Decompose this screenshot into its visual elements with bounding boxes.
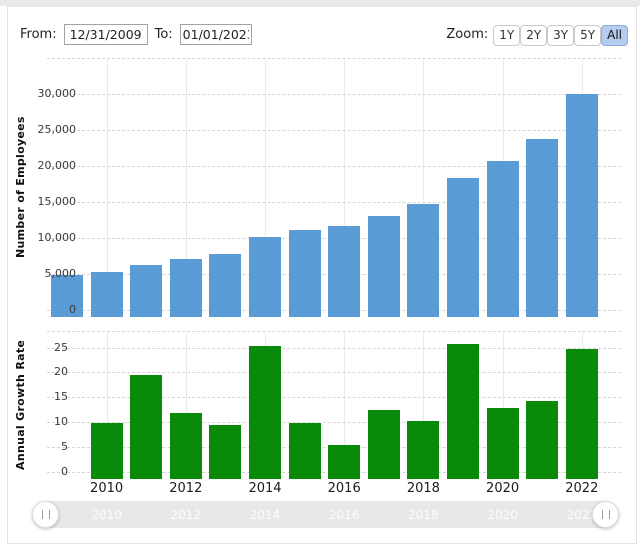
employees-axis-title: Number of Employees [14, 116, 27, 259]
zoom-button-1y[interactable]: 1Y [493, 24, 521, 46]
grip-icon [41, 510, 50, 519]
employees-bar-2017[interactable] [367, 216, 400, 317]
employees-ytick-0: 0 [69, 303, 76, 316]
employees-ytick-10000: 10,000 [37, 231, 77, 244]
navigator-right-handle[interactable] [592, 501, 619, 528]
gridline-vertical-2016 [344, 331, 346, 479]
employees-ytick-30000: 30,000 [37, 87, 77, 100]
navigator-left-handle[interactable] [32, 501, 59, 528]
annual-growth-rate-ytick-5: 5 [61, 439, 68, 453]
employees-bar-2022[interactable] [565, 94, 598, 317]
zoom-button-2y[interactable]: 2Y [520, 24, 548, 46]
employees-gridline-30000 [47, 94, 621, 95]
employees-bar-2021[interactable] [526, 139, 559, 317]
x-axis-label-2010: 2010 [90, 481, 124, 496]
x-axis-label-2016: 2016 [327, 481, 361, 496]
from-date-input[interactable] [63, 24, 148, 45]
zoom-button-group: 1Y 2Y 3Y 5Y All [493, 24, 628, 46]
annual-growth-rate-bar-2010[interactable] [90, 423, 123, 479]
navigator-track[interactable] [46, 501, 606, 528]
employees-ytick-20000: 20,000 [37, 159, 77, 172]
employees-bar-2010[interactable] [90, 272, 123, 317]
annual-growth-rate-gridline-20 [47, 372, 621, 374]
employees-plot-top-gridline [47, 58, 621, 59]
growth-axis-title: Annual Growth Rate [14, 339, 27, 471]
employees-gridline-15000 [47, 202, 621, 203]
x-axis-label-2022: 2022 [565, 481, 599, 496]
navigator-year-label-2016: 2016 [328, 508, 360, 522]
annual-growth-rate-bar-2016[interactable] [328, 444, 361, 479]
gridline-vertical-2014 [265, 58, 266, 317]
gridline-vertical-2012 [185, 331, 187, 479]
annual-growth-rate-ytick-20: 20 [54, 365, 68, 379]
zoom-label: Zoom: [446, 27, 489, 42]
date-range-controls: From: To: [20, 23, 252, 46]
employees-bar-2019[interactable] [447, 178, 479, 317]
annual-growth-rate-bar-2018[interactable] [407, 420, 440, 479]
gridline-vertical-2016 [344, 58, 346, 317]
navigator-year-label-2018: 2018 [408, 508, 439, 522]
annual-growth-rate-bar-2017[interactable] [367, 409, 400, 479]
zoom-button-all[interactable]: All [601, 24, 628, 46]
gridline-vertical-2010 [106, 58, 108, 317]
navigator-year-label-2020: 2020 [487, 508, 518, 522]
navigator-year-label-2014: 2014 [249, 508, 281, 522]
navigator-year-label-2010: 2010 [91, 508, 122, 522]
annual-growth-rate-gridline-10 [47, 421, 621, 423]
employees-bar-2013[interactable] [209, 253, 242, 317]
window-top-strip [0, 0, 640, 6]
gridline-vertical-2020 [502, 331, 504, 479]
annual-growth-rate-ytick-15: 15 [54, 390, 68, 404]
employees-bar-2012[interactable] [169, 258, 202, 317]
gridline-vertical-2012 [185, 58, 187, 317]
annual-growth-rate-ytick-0: 0 [61, 464, 68, 478]
chart-area: 0 5,000 10,000 15,000 20,000 25,000 30,000 0 5 10… [8, 7, 638, 545]
to-date-input[interactable] [179, 24, 252, 45]
zoom-button-5y[interactable]: 5Y [574, 24, 602, 46]
gridline-vertical-2018 [423, 331, 425, 479]
x-axis-label-2014: 2014 [248, 481, 282, 496]
annual-growth-rate-bar-2022[interactable] [565, 348, 598, 479]
annual-growth-rate-bar-2015[interactable] [288, 423, 321, 479]
annual-growth-rate-ytick-25: 25 [54, 340, 68, 354]
annual-growth-rate-gridline-25 [47, 347, 621, 349]
employees-bar-2016[interactable] [328, 226, 361, 317]
x-axis-label-2020: 2020 [486, 481, 520, 496]
employees-ytick-5000: 5,000 [44, 267, 77, 280]
annual-growth-rate-ytick-10: 10 [54, 414, 68, 428]
employees-bar-2009[interactable] [51, 275, 83, 317]
to-label: To: [154, 27, 173, 42]
annual-growth-rate-gridline-15 [47, 397, 621, 399]
employees-bar-2014[interactable] [249, 237, 281, 317]
annual-growth-rate-bar-2020[interactable] [486, 408, 519, 479]
annual-growth-rate-bar-2014[interactable] [249, 345, 281, 479]
navigator-year-label-2012: 2012 [170, 508, 202, 522]
employees-ytick-25000: 25,000 [37, 123, 77, 136]
zoom-controls: Zoom: 1Y 2Y 3Y 5Y All [446, 23, 628, 46]
grip-icon [601, 510, 610, 519]
employees-ytick-15000: 15,000 [37, 195, 77, 208]
employees-bar-2018[interactable] [407, 204, 440, 317]
navigator-year-label-2022: 2022 [566, 508, 598, 522]
annual-growth-rate-bar-2019[interactable] [447, 344, 479, 479]
zoom-button-3y[interactable]: 3Y [547, 24, 575, 46]
employees-bar-2015[interactable] [288, 230, 321, 317]
annual-growth-rate-bar-2013[interactable] [209, 425, 242, 479]
gridline-vertical-2018 [423, 58, 425, 317]
employees-bar-2020[interactable] [486, 160, 519, 317]
annual-growth-rate-plot-top-gridline [47, 331, 621, 332]
x-axis-label-2018: 2018 [406, 481, 440, 496]
employees-bar-2011[interactable] [130, 264, 163, 317]
gridline-vertical-2010 [106, 331, 108, 479]
annual-growth-rate-bar-2011[interactable] [130, 374, 163, 479]
employees-gridline-20000 [47, 166, 621, 167]
from-label: From: [20, 27, 57, 42]
employees-gridline-25000 [47, 130, 621, 131]
annual-growth-rate-bar-2021[interactable] [526, 401, 559, 479]
x-axis-label-2012: 2012 [169, 481, 203, 496]
annual-growth-rate-bar-2012[interactable] [169, 413, 202, 479]
